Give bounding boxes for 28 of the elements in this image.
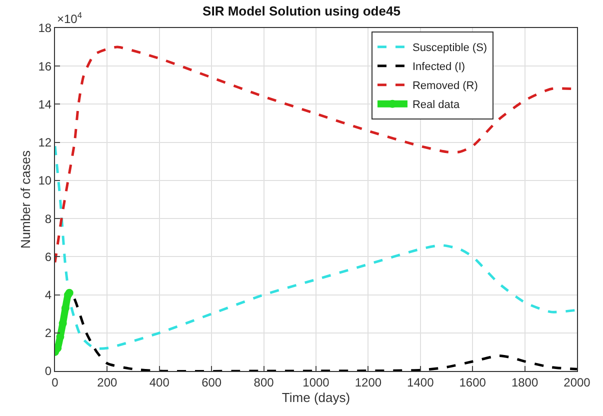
legend-label: Real data	[412, 99, 460, 112]
x-tick-label: 400	[149, 375, 170, 390]
legend-label: Removed (R)	[412, 80, 478, 92]
y-tick-label: 4	[44, 288, 52, 302]
y-tick-label: 18	[38, 21, 52, 36]
x-tick-label: 1200	[354, 375, 382, 390]
legend-label: Infected (I)	[412, 61, 466, 74]
x-tick-label: 200	[97, 375, 118, 390]
y-tick-label: 2	[44, 326, 52, 340]
chart-title: SIR Model Solution using ode45	[202, 3, 400, 18]
x-tick-label: 1600	[459, 375, 486, 390]
text: ×10$^{4}$	[57, 10, 82, 26]
x-tick-label: 1400	[407, 375, 434, 390]
x-tick-label: 1800	[511, 375, 538, 390]
y-tick-label: 10	[38, 174, 52, 188]
legend-label: Susceptible (S)	[412, 42, 488, 54]
y-tick-label: 16	[38, 59, 52, 74]
y-axis-title: Number of cases	[18, 150, 34, 249]
y-tick-label: 8	[44, 212, 52, 226]
x-tick-label: 2000	[564, 375, 591, 390]
x-tick-label: 1000	[302, 375, 330, 390]
y-tick-label: 6	[44, 250, 52, 264]
y-tick-label: 12	[38, 136, 52, 150]
x-axis-title: Time (days)	[282, 390, 350, 405]
x-tick-label: 600	[202, 375, 222, 390]
x-tick-label: 800	[254, 375, 274, 390]
y-tick-label: 0	[44, 364, 52, 378]
y-tick-label: 14	[38, 97, 52, 112]
